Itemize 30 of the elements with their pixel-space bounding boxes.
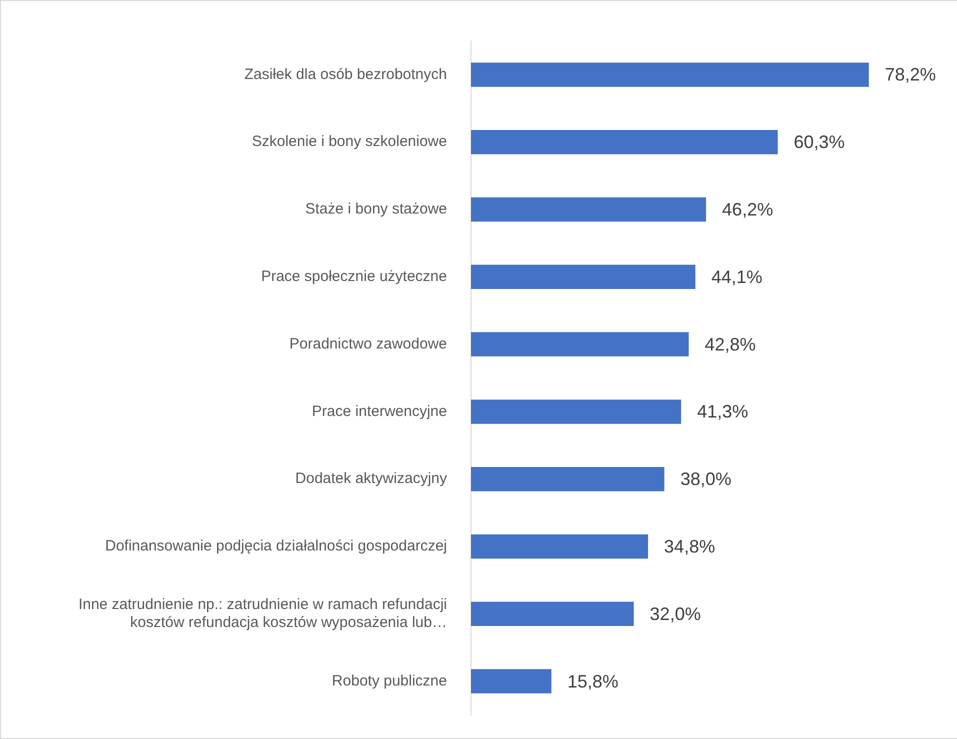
data-label: 44,1% <box>711 266 762 287</box>
y-tick-label: Dofinansowanie podjęcia działalności gospodarczej <box>105 538 447 555</box>
data-label: 41,3% <box>697 402 748 422</box>
y-tick-label: Poradnictwo zawodowe <box>289 335 447 352</box>
y-tick-label: Inne zatrudnienie np.: zatrudnienie w ramach refundacji kosztów refundacja kosztów wyposażenia lub… <box>78 596 447 632</box>
bar <box>471 669 552 694</box>
bar <box>471 602 634 626</box>
bar <box>471 534 648 559</box>
y-tick-label: Dodatek aktywizacyjny <box>295 470 448 488</box>
bar <box>471 400 682 424</box>
data-label: 42,8% <box>704 334 756 354</box>
bar <box>471 466 664 492</box>
data-label: 15,8% <box>567 671 618 692</box>
y-tick-label: Staże i bony stażowe <box>305 200 447 218</box>
data-label: 38,0% <box>680 469 732 490</box>
bar <box>471 332 689 356</box>
y-tick-label: Szkolenie i bony szkoleniowe <box>252 133 447 150</box>
y-tick-label: Prace społecznie użyteczne <box>261 268 447 286</box>
bar <box>471 197 706 222</box>
bar <box>471 130 778 154</box>
data-label: 60,3% <box>794 132 845 152</box>
bar <box>471 62 869 87</box>
bar <box>471 264 696 290</box>
data-label: 46,2% <box>722 199 774 220</box>
data-label: 32,0% <box>650 604 701 624</box>
y-tick-label: Zasiłek dla osób bezrobotnych <box>244 66 447 83</box>
data-label: 78,2% <box>884 64 936 85</box>
y-tick-label: Roboty publiczne <box>332 672 447 690</box>
data-label: 34,8% <box>664 536 716 556</box>
y-tick-label: Prace interwencyjne <box>312 402 447 420</box>
